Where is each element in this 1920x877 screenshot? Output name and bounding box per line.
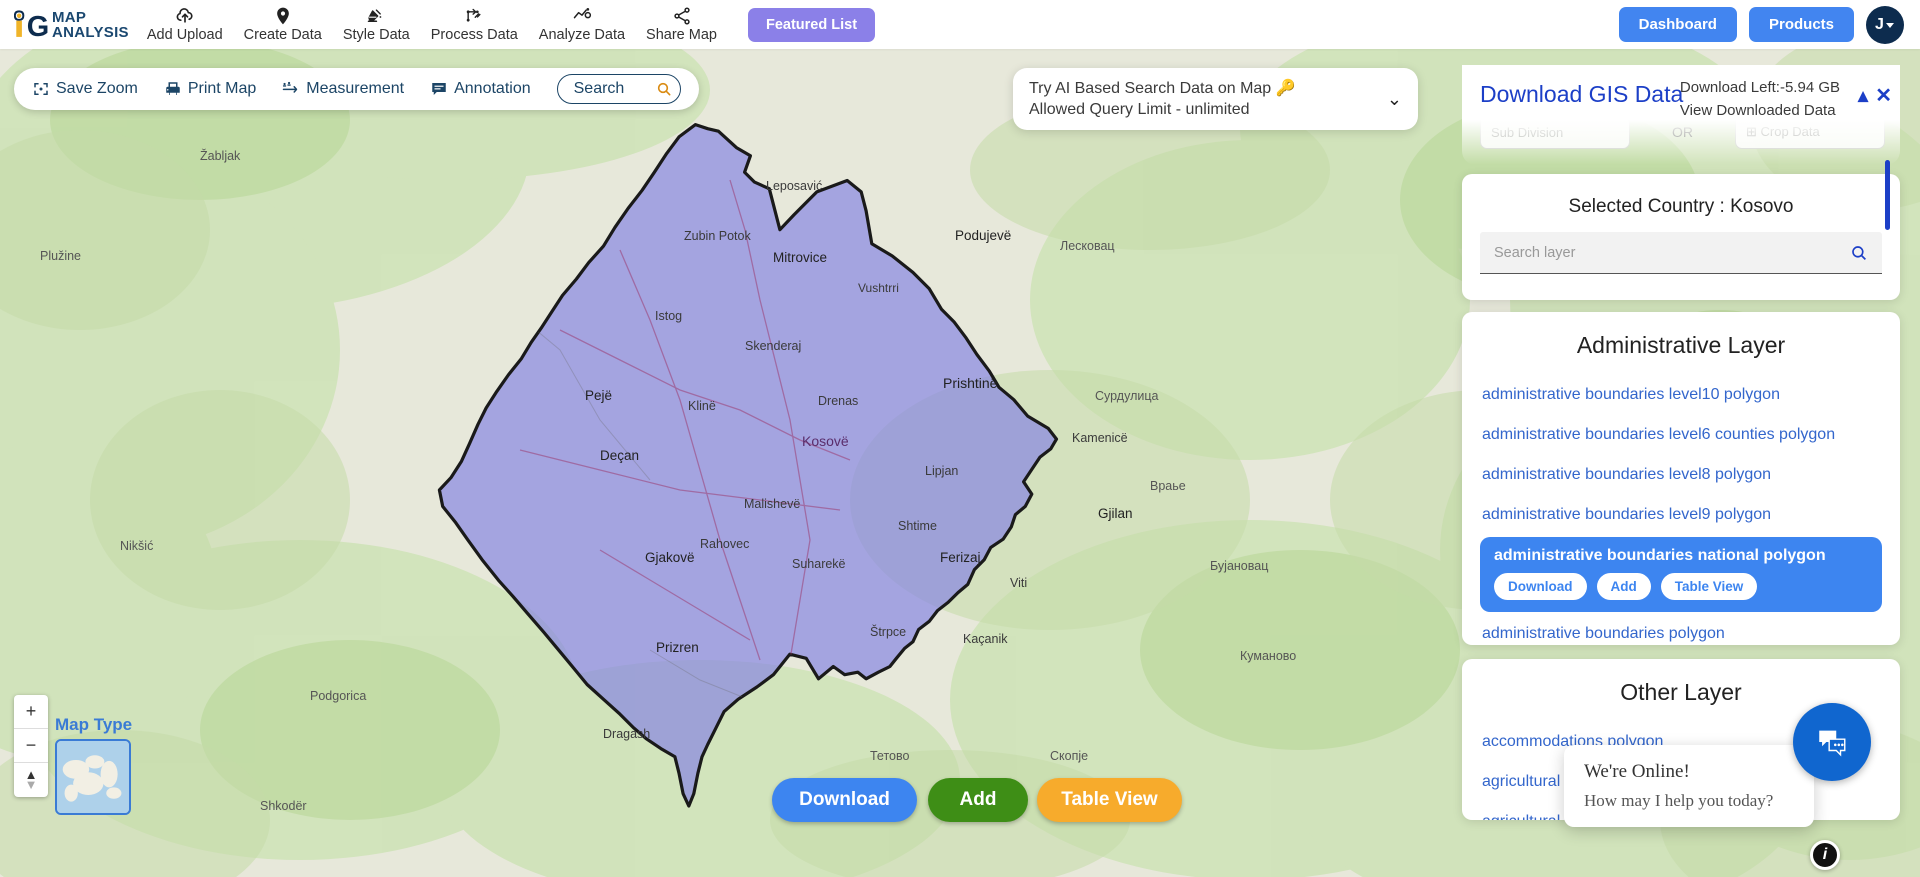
svg-text:Rahovec: Rahovec — [700, 537, 749, 551]
svg-text:Zubin Potok: Zubin Potok — [684, 229, 751, 243]
svg-text:Kosovë: Kosovë — [802, 433, 849, 449]
svg-text:G: G — [27, 11, 48, 42]
svg-text:Gjilan: Gjilan — [1098, 506, 1133, 521]
svg-text:Pejë: Pejë — [585, 388, 612, 403]
svg-text:Куманово: Куманово — [1240, 649, 1296, 663]
svg-text:Klinë: Klinë — [688, 399, 716, 413]
svg-text:Podgorica: Podgorica — [310, 689, 366, 703]
svg-text:Viti: Viti — [1010, 576, 1027, 590]
svg-text:Plužine: Plužine — [40, 249, 81, 263]
svg-text:Prizren: Prizren — [656, 640, 699, 655]
svg-text:Бујановац: Бујановац — [1210, 559, 1268, 573]
svg-text:Drenas: Drenas — [818, 394, 858, 408]
svg-text:Kamenicë: Kamenicë — [1072, 431, 1128, 445]
svg-text:Mitrovice: Mitrovice — [773, 250, 827, 265]
svg-text:Prishtinë: Prishtinë — [943, 375, 998, 391]
svg-text:Тетово: Тетово — [870, 749, 910, 763]
svg-text:Istog: Istog — [655, 309, 682, 323]
svg-text:Nikšić: Nikšić — [120, 539, 153, 553]
svg-text:Kaçanik: Kaçanik — [963, 632, 1008, 646]
svg-text:Skenderaj: Skenderaj — [745, 339, 801, 353]
svg-text:Скопjе: Скопjе — [1050, 749, 1088, 763]
svg-text:Сурдулица: Сурдулица — [1095, 389, 1159, 403]
svg-text:Лесковац: Лесковац — [1060, 239, 1115, 253]
svg-text:Gjakovë: Gjakovë — [645, 550, 695, 565]
svg-text:Štrpce: Štrpce — [870, 624, 906, 639]
svg-text:Lipjan: Lipjan — [925, 464, 958, 478]
svg-text:Žabljak: Žabljak — [200, 148, 241, 163]
svg-text:Ferizaj: Ferizaj — [940, 550, 981, 565]
svg-text:Suharekë: Suharekë — [792, 557, 846, 571]
svg-text:Shkodër: Shkodër — [260, 799, 307, 813]
svg-text:Leposavić: Leposavić — [766, 179, 822, 193]
svg-text:Shtime: Shtime — [898, 519, 937, 533]
svg-text:Podujevë: Podujevë — [955, 228, 1011, 243]
svg-text:Deçan: Deçan — [600, 448, 639, 463]
svg-text:Malishevë: Malishevë — [744, 497, 800, 511]
svg-text:Vushtrri: Vushtrri — [858, 281, 899, 295]
svg-text:Враье: Враье — [1150, 479, 1186, 493]
svg-text:Dragash: Dragash — [603, 727, 650, 741]
